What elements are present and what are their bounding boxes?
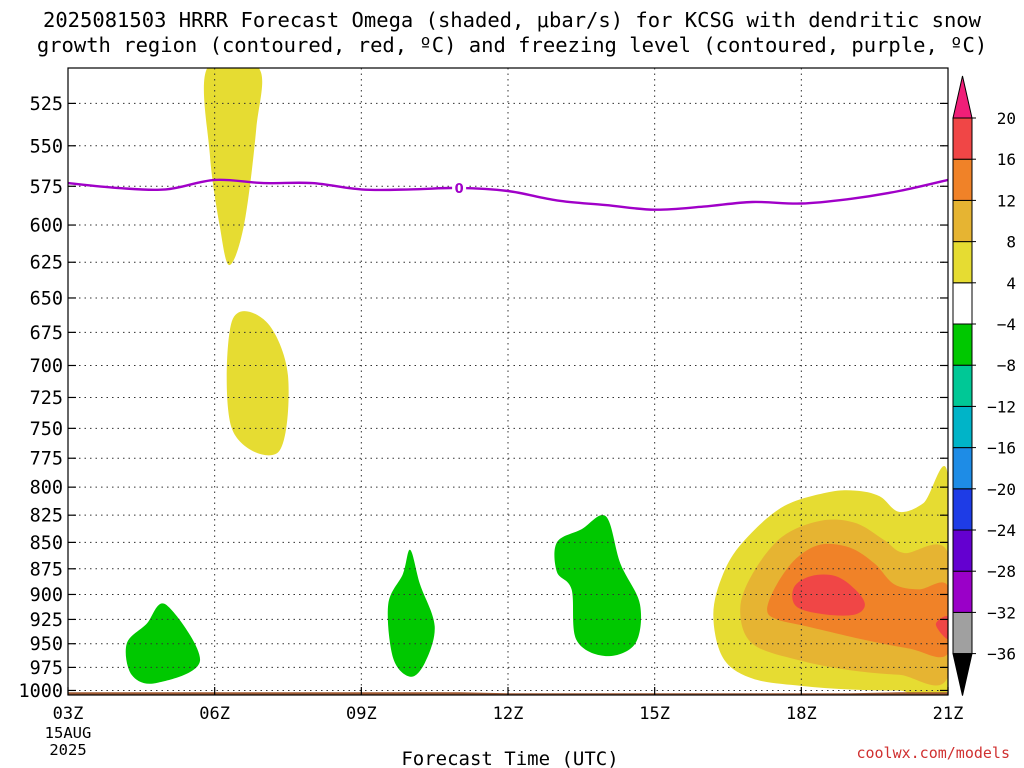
colorbar-label--4: −4 [997,315,1016,334]
colorbar-label--32: −32 [987,603,1016,622]
colorbar-label-12: 12 [997,191,1016,210]
x-tick-label-06Z: 06Z [199,704,230,724]
y-tick-label-575: 575 [30,177,63,198]
y-tick-label-700: 700 [30,356,63,377]
y-tick-label-900: 900 [30,585,63,606]
omega-shading-layer [125,68,948,695]
x-tick-label-03Z: 03Z [53,704,84,724]
y-tick-label-1000: 1000 [18,681,63,702]
y-axis-ticks: 525 550 575 600 625 650 675 700 725 750 775 800 825 8… [18,94,948,702]
x-tick-label-12Z: 12Z [493,704,524,724]
y-tick-label-975: 975 [30,658,63,679]
colorbar-label--36: −36 [987,645,1016,664]
gridlines [68,68,948,695]
freezing-label-bg [452,178,467,197]
y-tick-label-850: 850 [30,533,63,554]
x-tick-label-09Z: 09Z [346,704,377,724]
freezing-level-line [68,178,948,211]
chart-title-line1: 2025081503 HRRR Forecast Omega (shaded, … [43,8,981,32]
colorbar-bin--32-to--28 [952,570,973,613]
y-tick-label-600: 600 [30,216,63,237]
y-tick-label-775: 775 [30,449,63,470]
colorbar-label--20: −20 [987,480,1016,499]
colorbar-label--28: −28 [987,562,1016,581]
y-tick-label-950: 950 [30,634,63,655]
y-tick-label-675: 675 [30,323,63,344]
omega-region-2 [226,311,289,456]
y-tick-label-625: 625 [30,253,63,274]
x-tick-label-18Z: 18Z [786,704,817,724]
colorbar-bin-12-to-16 [952,158,973,201]
colorbar-bin--24-to--20 [952,488,973,531]
colorbar-bin--36-to--32 [952,611,973,655]
y-tick-label-800: 800 [30,478,63,499]
colorbar-bin--4-to-4 [952,282,973,325]
y-tick-label-825: 825 [30,506,63,527]
y-tick-label-550: 550 [30,136,63,157]
y-tick-label-875: 875 [30,559,63,580]
omega-region-5 [554,514,642,657]
y-tick-label-925: 925 [30,610,63,631]
colorbar-bin--28-to--24 [952,529,973,572]
colorbar-top-arrow [952,75,973,119]
x-tick-label-21Z: 21Z [933,704,964,724]
colorbar-bin--12-to--8 [952,364,973,407]
x-tick-sublabel-2: 2025 [49,741,86,759]
x-tick-label-15Z: 15Z [639,704,670,724]
colorbar-bin--16-to--12 [952,405,973,449]
x-tick-sublabel-1: 15AUG [45,724,92,742]
y-tick-label-650: 650 [30,288,63,309]
colorbar-bin--20-to--16 [952,447,973,490]
colorbar-label-16: 16 [997,150,1016,169]
omega-region-9 [792,574,865,616]
freezing-level-label: 0 [455,182,464,197]
omega-region-10 [935,615,948,639]
colorbar-label-4: 4 [1006,274,1016,293]
colorbar-bin--8-to--4 [952,323,973,366]
colorbar-bin-4-to-8 [952,241,973,284]
y-tick-label-525: 525 [30,94,63,115]
y-tick-label-750: 750 [30,419,63,440]
colorbar-bin-16-to-20 [952,117,973,160]
colorbar-bin-8-to-12 [952,199,973,243]
colorbar-label-20: 20 [997,109,1016,128]
colorbar-label--24: −24 [987,521,1016,540]
y-tick-label-725: 725 [30,388,63,409]
source-credit: coolwx.com/models [856,744,1010,762]
omega-region-4 [387,549,435,677]
colorbar-label-8: 8 [1006,233,1016,252]
x-axis-title: Forecast Time (UTC) [401,748,618,768]
colorbar-label--12: −12 [987,397,1016,416]
colorbar: −36 −32 −28 −24 −20 −16 −12 −8 −4 4 8 12 16 20 [952,75,1016,696]
freezing-level-layer: 0 [68,178,948,211]
colorbar-label--8: −8 [997,356,1016,375]
omega-region-1 [203,68,263,266]
colorbar-bottom-arrow [952,653,973,696]
colorbar-label--16: −16 [987,439,1016,458]
chart-title-line2: growth region (contoured, red, ºC) and f… [36,33,988,57]
